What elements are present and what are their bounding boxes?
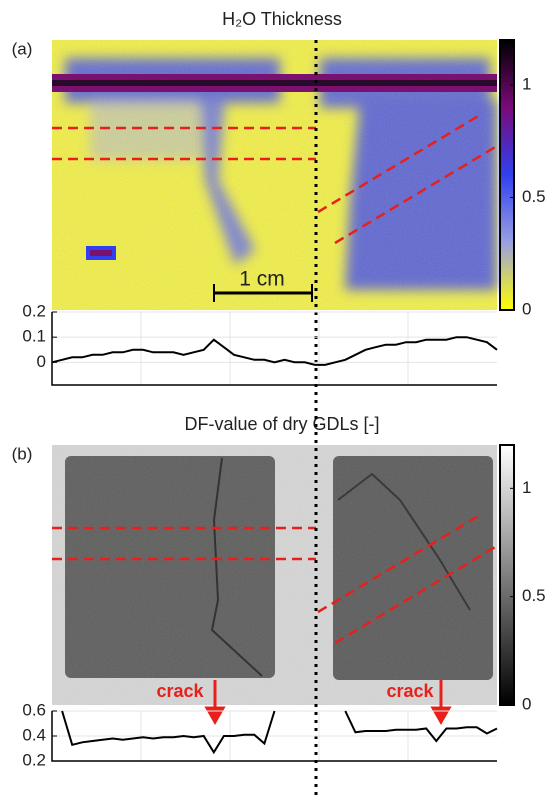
colorbar [499, 444, 515, 706]
colorbar-tick-label: 0 [522, 694, 531, 713]
profile-line [61, 710, 498, 755]
annotation: crack [156, 681, 204, 701]
water-map [52, 40, 498, 310]
y-tick-label: 0 [37, 352, 46, 371]
y-tick-label: 0.2 [22, 750, 46, 769]
y-tick-label: 0.6 [22, 700, 46, 719]
y-tick-label: 0.4 [22, 725, 46, 744]
panel-title: DF-value of dry GDLs [-] [184, 414, 379, 434]
y-tick-label: 0.1 [22, 327, 46, 346]
scale-bar-label: 1 cm [239, 268, 285, 291]
y-tick-label: 0.2 [22, 301, 46, 320]
colorbar-tick-label: 0.5 [522, 187, 546, 206]
profile-line [51, 336, 498, 366]
colorbar-tick-label: 1 [522, 74, 531, 93]
colorbar-tick-label: 0 [522, 299, 531, 318]
annotation: crack [386, 681, 434, 701]
panel-label: (a) [12, 39, 33, 58]
colorbar [499, 39, 515, 311]
axes [51, 312, 497, 386]
axes [51, 711, 497, 762]
panel-label: (b) [12, 444, 33, 463]
colorbar-tick-label: 1 [522, 478, 531, 497]
colorbar-tick-label: 0.5 [522, 586, 546, 605]
df-map [52, 445, 498, 726]
panel-title: H₂O Thickness [222, 9, 342, 29]
